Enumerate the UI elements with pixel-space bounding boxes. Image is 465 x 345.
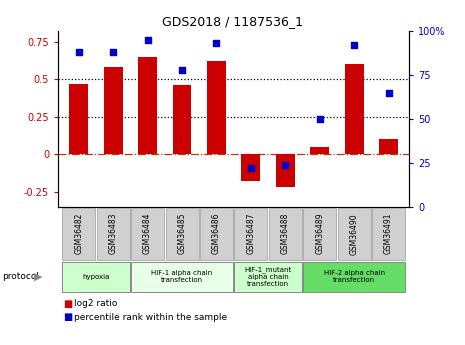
Text: GSM36490: GSM36490 — [350, 213, 359, 255]
Bar — [372, 208, 405, 260]
Bar — [138, 57, 157, 154]
Text: GSM36484: GSM36484 — [143, 213, 152, 255]
Bar — [303, 262, 405, 292]
Text: GSM36491: GSM36491 — [384, 213, 393, 255]
Text: log2 ratio: log2 ratio — [74, 299, 118, 308]
Bar — [276, 154, 295, 187]
Point — [351, 42, 358, 48]
Point — [282, 162, 289, 168]
Point — [316, 116, 324, 122]
Point — [213, 41, 220, 46]
Point — [109, 49, 117, 55]
Bar — [131, 208, 164, 260]
Bar — [207, 61, 226, 154]
Text: GSM36489: GSM36489 — [315, 213, 324, 255]
Text: GSM36485: GSM36485 — [178, 213, 186, 255]
Text: GSM36488: GSM36488 — [281, 213, 290, 254]
Text: HIF-1_mutant
alpha chain
transfection: HIF-1_mutant alpha chain transfection — [245, 266, 292, 287]
Bar — [166, 208, 199, 260]
Bar — [338, 208, 371, 260]
Bar — [62, 262, 130, 292]
Text: protocol: protocol — [2, 272, 40, 282]
Bar — [241, 154, 260, 181]
Text: ■: ■ — [63, 299, 72, 308]
Bar — [200, 208, 233, 260]
Text: ▶: ▶ — [34, 272, 42, 282]
Bar — [131, 262, 233, 292]
Text: GSM36487: GSM36487 — [246, 213, 255, 255]
Bar — [303, 208, 336, 260]
Text: hypoxia: hypoxia — [82, 274, 110, 280]
Bar — [345, 64, 364, 154]
Point — [247, 166, 255, 171]
Text: HIF-1 alpha chain
transfection: HIF-1 alpha chain transfection — [152, 270, 213, 283]
Point — [385, 90, 392, 95]
Text: HIF-2 alpha chain
transfection: HIF-2 alpha chain transfection — [324, 270, 385, 283]
Point — [178, 67, 186, 72]
Bar — [173, 85, 192, 154]
Point — [144, 37, 151, 42]
Bar — [234, 208, 267, 260]
Point — [75, 49, 82, 55]
Bar — [234, 262, 302, 292]
Text: GSM36483: GSM36483 — [109, 213, 118, 255]
Text: GSM36482: GSM36482 — [74, 213, 83, 254]
Bar — [104, 67, 123, 154]
Bar — [97, 208, 130, 260]
Text: GSM36486: GSM36486 — [212, 213, 221, 255]
Text: ■: ■ — [63, 313, 72, 322]
Bar — [62, 208, 95, 260]
Text: percentile rank within the sample: percentile rank within the sample — [74, 313, 227, 322]
Bar — [310, 147, 329, 154]
Bar — [69, 84, 88, 154]
Bar — [269, 208, 302, 260]
Text: GDS2018 / 1187536_1: GDS2018 / 1187536_1 — [162, 16, 303, 29]
Bar — [379, 139, 398, 154]
